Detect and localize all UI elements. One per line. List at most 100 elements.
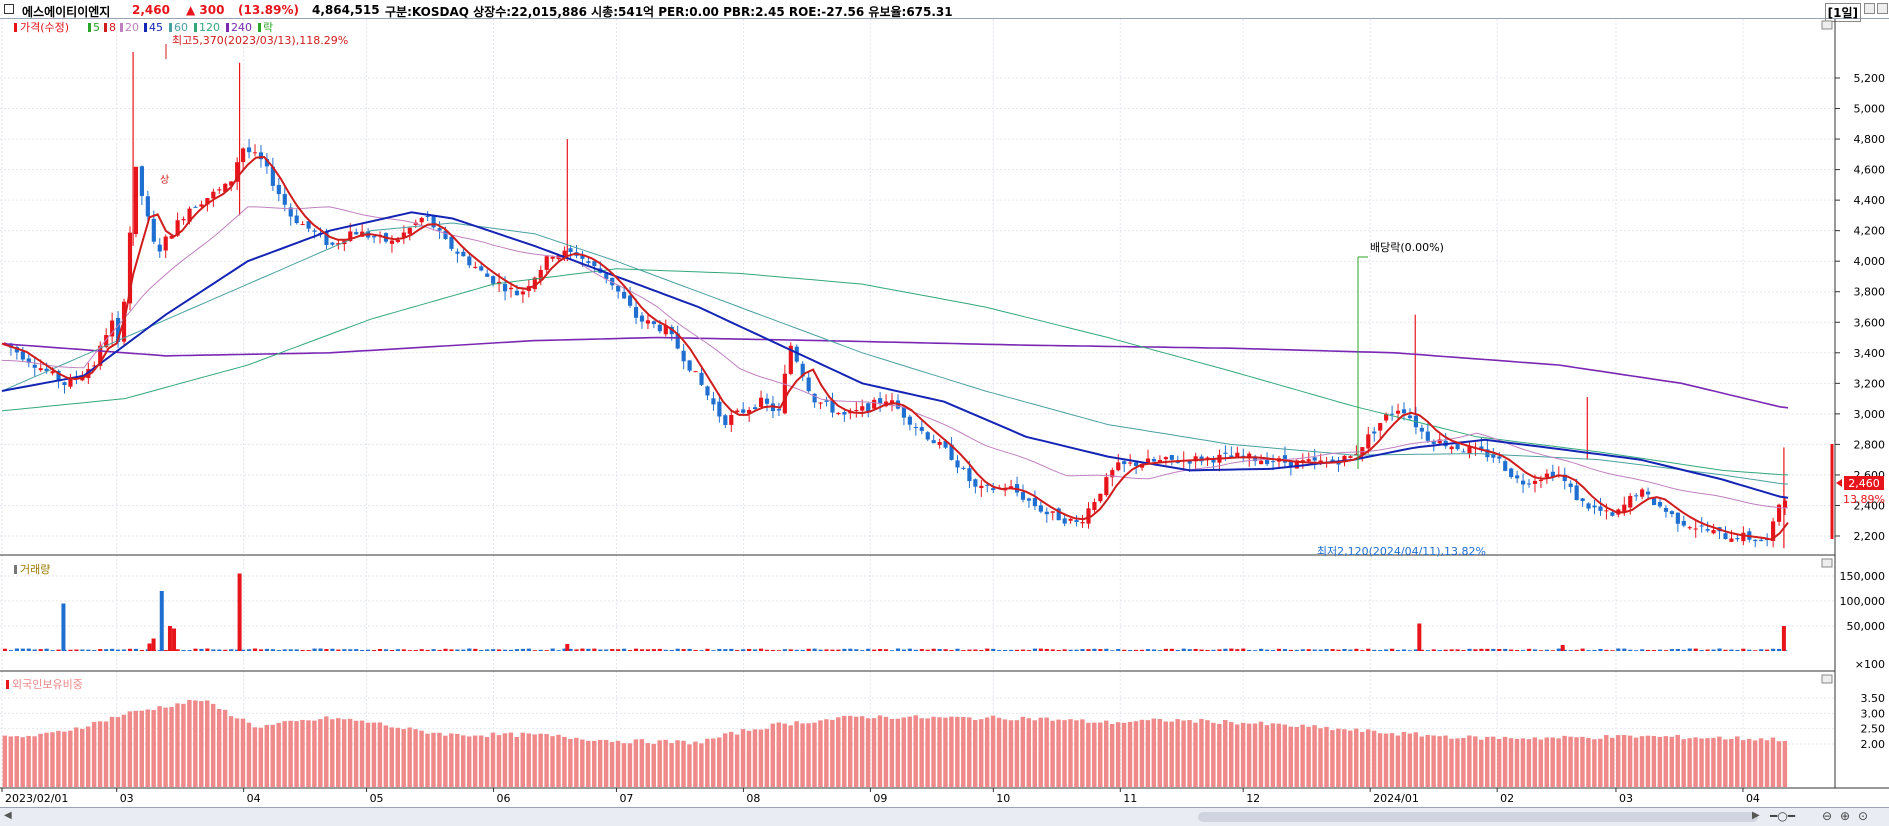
volume-bar bbox=[532, 650, 537, 651]
volume-bar bbox=[485, 649, 490, 651]
volume-bar bbox=[324, 649, 329, 651]
volume-bar bbox=[1223, 648, 1228, 651]
volume-bar bbox=[1270, 650, 1276, 651]
candle-body bbox=[1193, 456, 1198, 462]
volume-bar bbox=[681, 649, 686, 651]
candle-body bbox=[1253, 456, 1258, 462]
candle-body bbox=[520, 291, 526, 295]
volume-bar bbox=[1062, 649, 1067, 651]
volume-bar bbox=[866, 648, 871, 651]
foreign-ratio-bar bbox=[1621, 734, 1627, 787]
candle-body bbox=[1610, 512, 1615, 516]
volume-bar bbox=[74, 649, 79, 651]
foreign-ratio-bar bbox=[711, 738, 716, 787]
foreign-ratio-bar bbox=[818, 720, 823, 787]
volume-bar bbox=[1634, 650, 1639, 651]
candle-body bbox=[1681, 520, 1686, 526]
volume-bar bbox=[788, 649, 793, 651]
foreign-ratio-bar bbox=[1490, 736, 1496, 787]
candle-body bbox=[1157, 460, 1163, 462]
minimize-icon[interactable] bbox=[1864, 3, 1875, 14]
candle-body bbox=[163, 236, 168, 251]
candle-body bbox=[532, 277, 537, 290]
candle-body bbox=[1598, 506, 1603, 511]
candle-body bbox=[187, 208, 192, 222]
volume-bar bbox=[675, 648, 680, 651]
foreign-ratio-bar bbox=[1443, 735, 1448, 787]
foreign-ratio-bar bbox=[943, 717, 948, 787]
volume-bar bbox=[92, 650, 97, 651]
volume-bar bbox=[753, 649, 758, 651]
volume-bar bbox=[1288, 649, 1293, 651]
foreign-ratio-bar bbox=[133, 710, 139, 787]
candle-body bbox=[330, 242, 335, 245]
scroll-thumb[interactable] bbox=[1198, 812, 1758, 822]
volume-bar bbox=[1086, 649, 1091, 651]
foreign-ratio-bar bbox=[145, 709, 150, 787]
zoom-in-icon[interactable]: ⊕ bbox=[1840, 809, 1851, 823]
foreign-ratio-bar bbox=[627, 743, 633, 787]
foreign-ratio-bar bbox=[341, 719, 347, 787]
panel-maximize-icon[interactable] bbox=[1821, 558, 1833, 568]
price-tick-label: 5,200 bbox=[1854, 72, 1886, 85]
foreign-ratio-bar bbox=[1574, 737, 1579, 787]
zoom-slider-icon[interactable]: ━○━ bbox=[1770, 809, 1795, 823]
zoom-reset-icon[interactable]: ⊙ bbox=[1858, 809, 1869, 823]
zoom-out-icon[interactable]: ⊖ bbox=[1822, 809, 1833, 823]
foreign-ratio-bar bbox=[228, 716, 234, 787]
volume-bar bbox=[1419, 649, 1424, 651]
foreign-ratio-bar bbox=[407, 727, 412, 787]
volume-spike-bar bbox=[1781, 626, 1786, 651]
volume-bar bbox=[943, 649, 948, 651]
foreign-ratio-bar bbox=[449, 733, 454, 787]
foreign-ratio-bar bbox=[949, 716, 954, 787]
candle-body bbox=[1497, 456, 1502, 459]
close-icon[interactable] bbox=[1877, 3, 1888, 14]
candle-body bbox=[1526, 483, 1532, 485]
date-tick-label: 02 bbox=[1500, 792, 1514, 805]
panel-maximize-icon[interactable] bbox=[1821, 20, 1833, 30]
current-pct-tag: 13.89% bbox=[1843, 493, 1885, 506]
foreign-ratio-bar bbox=[1681, 739, 1686, 787]
candle-body bbox=[824, 400, 829, 402]
price-tick-label: 4,800 bbox=[1854, 133, 1886, 146]
foreign-ratio-bar bbox=[1723, 739, 1728, 787]
panel-maximize-icon[interactable] bbox=[1821, 674, 1833, 684]
foreign-tick-label: 2.00 bbox=[1861, 738, 1886, 751]
foreign-ratio-bar bbox=[562, 736, 567, 787]
candle-body bbox=[38, 368, 43, 371]
candle-body bbox=[616, 285, 621, 292]
foreign-ratio-bar bbox=[1288, 726, 1293, 787]
volume-bar bbox=[330, 648, 335, 651]
volume-bar bbox=[395, 649, 400, 651]
candle-body bbox=[1628, 495, 1633, 508]
scroll-right-icon[interactable]: ▶ bbox=[1752, 810, 1760, 821]
foreign-ratio-bar bbox=[1776, 741, 1782, 787]
price-tick-label: 5,000 bbox=[1854, 103, 1886, 116]
foreign-ratio-bar bbox=[925, 718, 930, 787]
volume-spike-bar bbox=[237, 573, 242, 651]
select-checkbox[interactable] bbox=[4, 4, 14, 14]
foreign-ratio-bar bbox=[1342, 729, 1347, 787]
foreign-ratio-bar bbox=[621, 743, 627, 787]
scroll-left-icon[interactable]: ◀ bbox=[4, 810, 12, 821]
candle-body bbox=[610, 277, 615, 286]
volume-spike-bar bbox=[61, 603, 66, 651]
volume-bar bbox=[502, 649, 508, 651]
foreign-ratio-bar bbox=[335, 718, 341, 787]
candle-body bbox=[223, 183, 228, 192]
foreign-ratio-bar bbox=[722, 733, 728, 787]
period-selector[interactable]: [1일] bbox=[1824, 3, 1861, 22]
candle-body bbox=[717, 401, 722, 417]
volume-bar bbox=[449, 649, 454, 651]
stock-chart[interactable]: 5,200 5,000 4,800 4,600 4,400 4,200 4,000 3,800… bbox=[0, 19, 1889, 807]
candle-body bbox=[1776, 504, 1782, 522]
volume-bar bbox=[401, 649, 406, 651]
foreign-ratio-bar bbox=[1312, 725, 1317, 787]
horizontal-scrollbar[interactable]: ◀ ▶ ━○━ ⊖ ⊕ ⊙ bbox=[0, 807, 1889, 826]
volume-bar bbox=[1193, 648, 1198, 651]
foreign-ratio-bar bbox=[556, 734, 561, 787]
volume-bar bbox=[1520, 650, 1526, 651]
volume-bar bbox=[687, 648, 692, 651]
foreign-ratio-bar bbox=[234, 718, 240, 787]
